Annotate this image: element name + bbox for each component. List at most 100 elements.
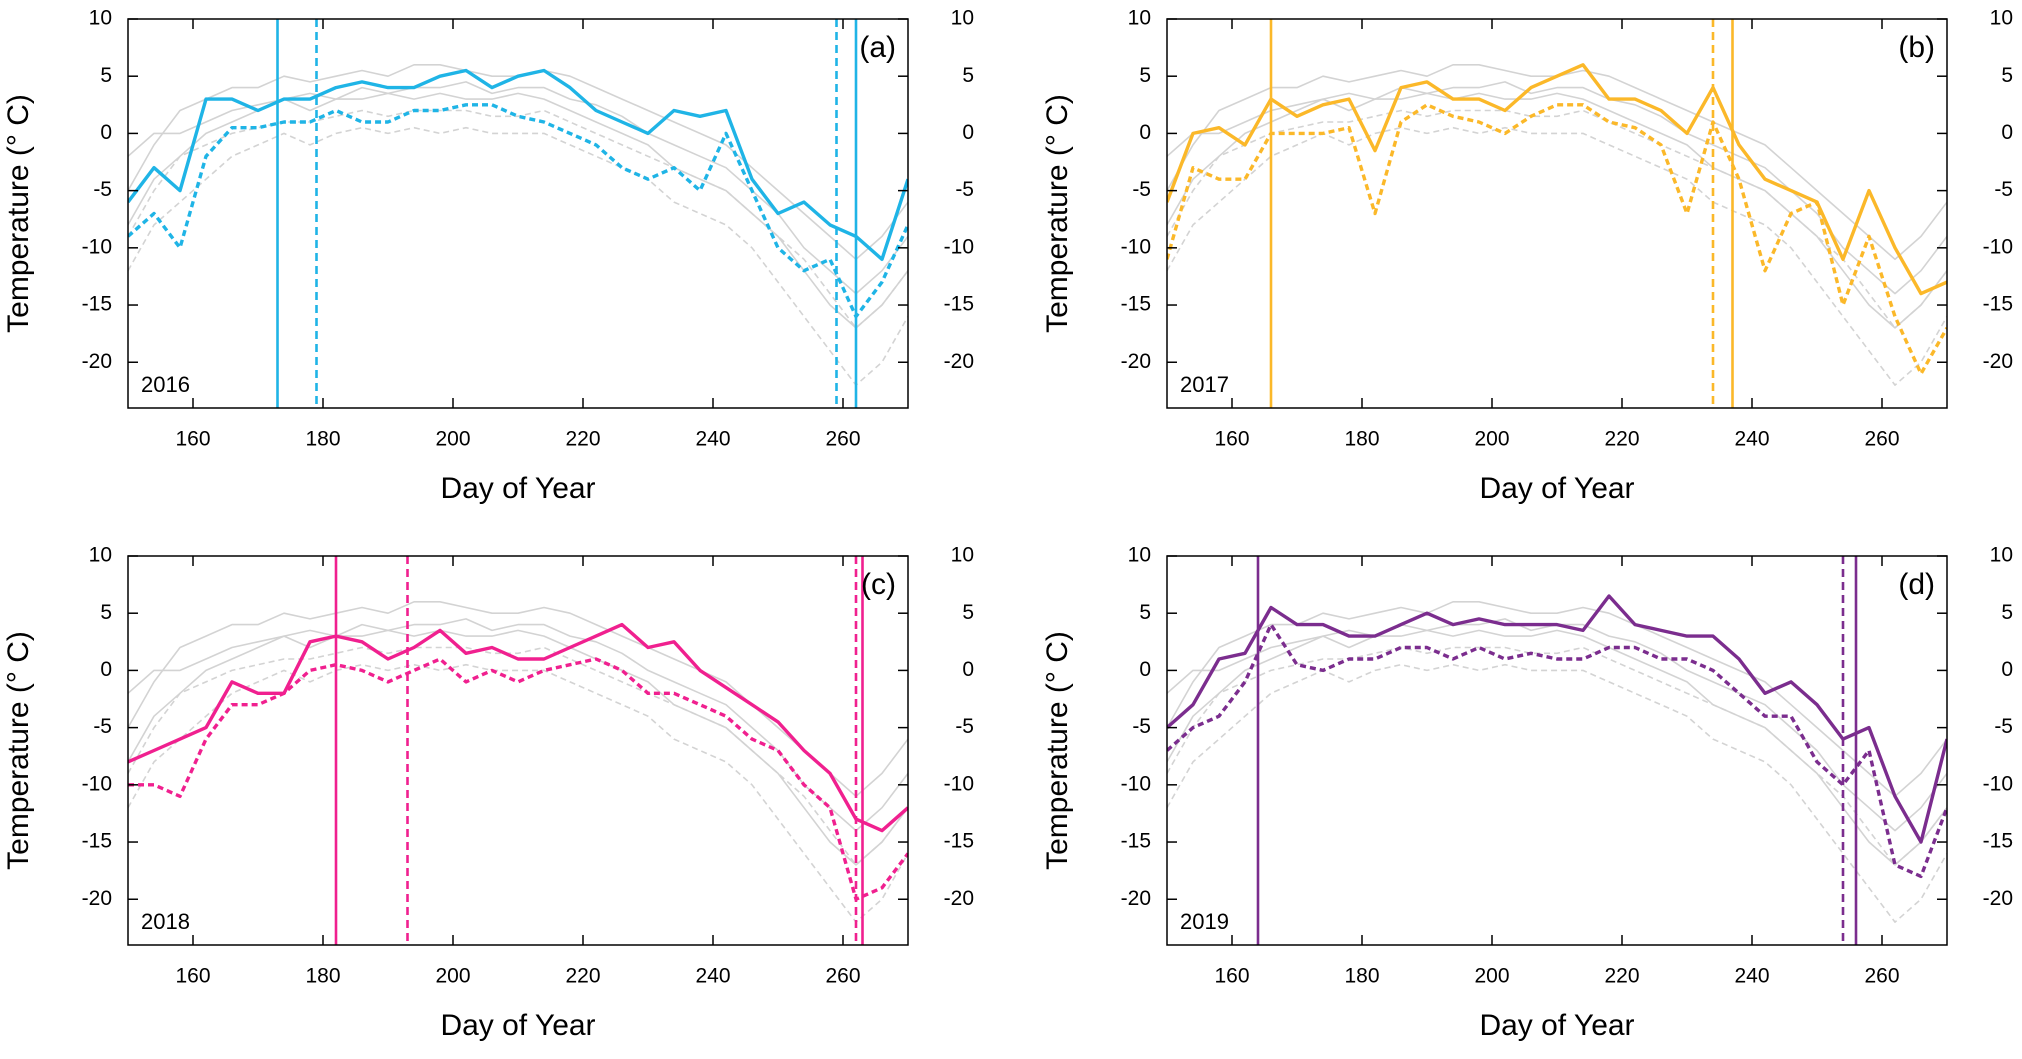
y2-tick-label: -5 bbox=[1994, 178, 2013, 201]
series-line bbox=[128, 618, 908, 832]
x-tick-label: 160 bbox=[1214, 428, 1249, 451]
x-axis-title: Day of Year bbox=[440, 1009, 595, 1042]
panel-label: (d) bbox=[1898, 568, 1935, 601]
x-tick-label: 220 bbox=[565, 965, 600, 988]
series-line bbox=[1167, 594, 1947, 844]
panel-label: (a) bbox=[859, 31, 896, 64]
year-label: 2017 bbox=[1180, 372, 1229, 397]
y2-tick-label: 0 bbox=[962, 121, 974, 144]
series-line bbox=[128, 109, 908, 329]
y-tick-label: 10 bbox=[1128, 7, 1151, 30]
y-tick-label: 10 bbox=[89, 544, 112, 567]
y-tick-label: -5 bbox=[1132, 178, 1151, 201]
y2-tick-label: -15 bbox=[944, 830, 974, 853]
y-tick-label: -10 bbox=[1121, 772, 1151, 795]
y2-tick-label: 10 bbox=[1990, 7, 2013, 30]
y2-tick-label: -10 bbox=[1983, 772, 2013, 795]
x-axis-title: Day of Year bbox=[1479, 472, 1634, 505]
y-tick-label: -15 bbox=[1121, 293, 1151, 316]
y2-tick-label: -20 bbox=[944, 350, 974, 373]
y2-tick-label: -20 bbox=[944, 887, 974, 910]
y2-tick-label: -10 bbox=[944, 235, 974, 258]
y2-tick-label: -15 bbox=[1983, 830, 2013, 853]
y-axis-title: Temperature (° C) bbox=[2, 94, 35, 333]
y-tick-label: -20 bbox=[82, 350, 112, 373]
year-label: 2019 bbox=[1180, 909, 1229, 934]
x-tick-label: 200 bbox=[1474, 965, 1509, 988]
x-tick-label: 220 bbox=[1604, 965, 1639, 988]
y2-tick-label: 5 bbox=[2001, 601, 2013, 624]
y-tick-label: -15 bbox=[1121, 830, 1151, 853]
series-line bbox=[128, 103, 908, 319]
x-tick-label: 240 bbox=[1734, 965, 1769, 988]
y-tick-label: 0 bbox=[1139, 658, 1151, 681]
y2-tick-label: 10 bbox=[951, 7, 974, 30]
x-tick-label: 180 bbox=[1344, 428, 1379, 451]
x-tick-label: 240 bbox=[1734, 428, 1769, 451]
x-tick-label: 180 bbox=[305, 965, 340, 988]
y-tick-label: 5 bbox=[100, 64, 112, 87]
series-line bbox=[1167, 646, 1947, 866]
y-tick-label: -10 bbox=[1121, 235, 1151, 258]
y-tick-label: -5 bbox=[1132, 715, 1151, 738]
y2-tick-label: 5 bbox=[962, 64, 974, 87]
y-tick-label: -5 bbox=[93, 715, 112, 738]
x-tick-label: 260 bbox=[825, 965, 860, 988]
plot-area bbox=[128, 556, 908, 945]
series-line bbox=[1167, 629, 1947, 866]
x-tick-label: 180 bbox=[305, 428, 340, 451]
series-line bbox=[128, 622, 908, 833]
y2-tick-label: 0 bbox=[962, 658, 974, 681]
series-line bbox=[128, 68, 908, 261]
x-tick-label: 240 bbox=[695, 428, 730, 451]
plot-frame bbox=[127, 18, 909, 409]
y2-tick-label: -15 bbox=[1983, 293, 2013, 316]
y2-tick-label: -20 bbox=[1983, 350, 2013, 373]
y-tick-label: 0 bbox=[1139, 121, 1151, 144]
series-line bbox=[128, 81, 908, 295]
plot-area bbox=[1167, 556, 1947, 945]
panel-label: (b) bbox=[1898, 31, 1935, 64]
y-tick-label: -20 bbox=[82, 887, 112, 910]
y-axis-title: Temperature (° C) bbox=[1041, 631, 1074, 870]
y2-tick-label: 10 bbox=[1990, 544, 2013, 567]
y2-tick-label: 0 bbox=[2001, 121, 2013, 144]
panel: 160 180 200 220 240 260 -20 -15 -10 -5 0 5 10 -20 -15 -… bbox=[1041, 7, 2013, 505]
y-tick-label: -10 bbox=[82, 772, 112, 795]
y-tick-label: -15 bbox=[82, 830, 112, 853]
y2-tick-label: -10 bbox=[944, 772, 974, 795]
y-tick-label: 0 bbox=[100, 121, 112, 144]
x-tick-label: 260 bbox=[1864, 428, 1899, 451]
series-line bbox=[1167, 109, 1947, 329]
y-tick-label: 5 bbox=[100, 601, 112, 624]
series-line bbox=[128, 629, 908, 866]
y2-tick-label: -15 bbox=[944, 293, 974, 316]
x-tick-label: 160 bbox=[1214, 965, 1249, 988]
y-tick-label: 0 bbox=[100, 658, 112, 681]
panel: 160 180 200 220 240 260 -20 -15 -10 -5 0 5 10 -20 -15 -… bbox=[2, 7, 974, 505]
y2-tick-label: -10 bbox=[1983, 235, 2013, 258]
x-tick-label: 260 bbox=[825, 428, 860, 451]
x-tick-label: 240 bbox=[695, 965, 730, 988]
series-line bbox=[1167, 126, 1947, 386]
series-line bbox=[128, 663, 908, 923]
y-tick-label: 5 bbox=[1139, 601, 1151, 624]
y2-tick-label: 5 bbox=[2001, 64, 2013, 87]
y-axis-title: Temperature (° C) bbox=[2, 631, 35, 870]
series-line bbox=[1167, 103, 1947, 376]
plot-frame bbox=[1166, 555, 1948, 946]
series-line bbox=[1167, 92, 1947, 329]
x-tick-label: 220 bbox=[565, 428, 600, 451]
x-tick-label: 200 bbox=[435, 428, 470, 451]
series-line bbox=[1167, 81, 1947, 295]
year-label: 2016 bbox=[141, 372, 190, 397]
plot-area bbox=[128, 19, 908, 408]
y2-tick-label: -5 bbox=[955, 178, 974, 201]
x-tick-label: 180 bbox=[1344, 965, 1379, 988]
y2-tick-label: -5 bbox=[955, 715, 974, 738]
plot-area bbox=[1167, 19, 1947, 408]
panel: 160 180 200 220 240 260 -20 -15 -10 -5 0 5 10 -20 -15 -… bbox=[1041, 544, 2013, 1042]
y-tick-label: -5 bbox=[93, 178, 112, 201]
series-line bbox=[128, 126, 908, 386]
series-line bbox=[1167, 618, 1947, 832]
